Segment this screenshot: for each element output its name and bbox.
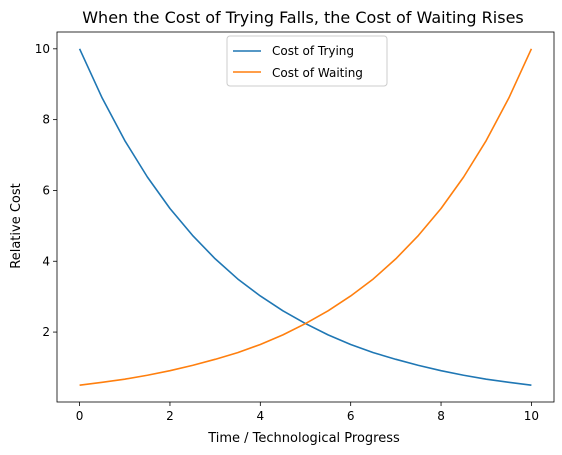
legend-label-cost-of-waiting: Cost of Waiting: [272, 66, 363, 80]
plot-frame: [56, 31, 555, 403]
y-tick-label: 6: [42, 183, 50, 197]
y-tick-label: 2: [42, 325, 50, 339]
legend-box: [226, 35, 388, 87]
x-tick-label: 8: [437, 409, 445, 423]
y-tick-label: 4: [42, 254, 50, 268]
x-axis-label: Time / Technological Progress: [207, 431, 400, 446]
plot-area: [78, 48, 533, 386]
y-axis-label: Relative Cost: [9, 183, 24, 268]
x-tick-label: 4: [256, 409, 264, 423]
series-line-cost-of-waiting: [79, 48, 533, 386]
axes: 0 2 4 6 8 10 2 4 6 8 10: [35, 31, 555, 423]
x-tick-label: 2: [166, 409, 174, 423]
chart-title: When the Cost of Trying Falls, the Cost …: [82, 8, 524, 27]
y-tick-label: 10: [35, 42, 50, 56]
x-tick-label: 0: [76, 409, 84, 423]
legend: Cost of Trying Cost of Waiting: [226, 35, 388, 87]
series-line-cost-of-trying: [78, 48, 532, 386]
y-tick-label: 8: [42, 113, 50, 127]
x-tick-label: 10: [524, 409, 539, 423]
x-tick-label: 6: [347, 409, 355, 423]
legend-label-cost-of-trying: Cost of Trying: [272, 44, 354, 58]
